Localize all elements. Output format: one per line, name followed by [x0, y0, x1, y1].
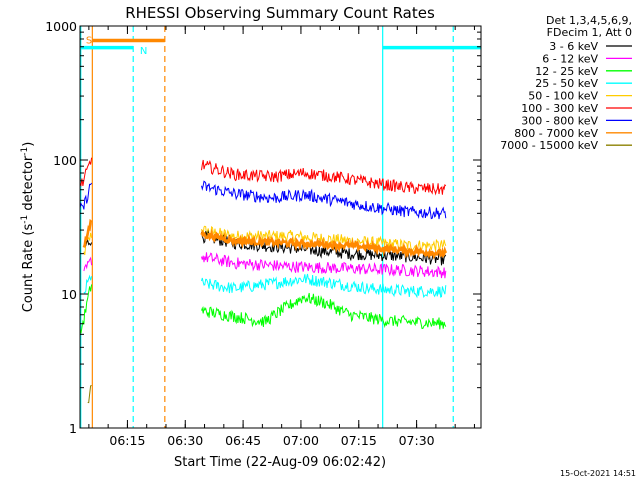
legend-entry-6-12-kev: 6 - 12 keV	[542, 52, 632, 65]
y-axis-label-main: Count Rate (s	[21, 224, 36, 313]
legend-entry-800-7000-kev: 800 - 7000 keV	[514, 127, 632, 140]
x-tick-label-4: 07:15	[341, 433, 377, 448]
series-25-50-kev	[83, 273, 447, 299]
chart-title: RHESSI Observing Summary Count Rates	[125, 4, 435, 22]
legend-entry-12-25-kev: 12 - 25 keV	[535, 65, 632, 78]
x-axis-label: Start Time (22-Aug-09 06:02:42)	[174, 455, 386, 470]
legend-entry-300-800-kev-label: 300 - 800 keV	[521, 114, 598, 127]
legend-entry-100-300-kev-label: 100 - 300 keV	[521, 102, 598, 115]
series-25-50-kev-segment-2	[201, 273, 447, 299]
legend-entry-100-300-kev: 100 - 300 keV	[521, 102, 632, 115]
series-100-300-kev	[80, 157, 447, 196]
series-12-25-kev-segment-2	[201, 292, 447, 330]
series-25-50-kev-segment-1	[83, 274, 93, 294]
y-axis-label-sup2: -1	[20, 147, 30, 156]
legend-entry-50-100-kev-label: 50 - 100 keV	[528, 90, 598, 103]
legend-entry-50-100-kev: 50 - 100 keV	[528, 90, 632, 103]
series-7000-15000-kev	[87, 385, 92, 404]
series-300-800-kev-segment-1	[80, 182, 93, 210]
x-tick-label-0: 06:15	[109, 433, 145, 448]
series-800-7000-kev-segment-2	[200, 228, 448, 260]
x-tick-label-2: 06:45	[225, 433, 261, 448]
legend-entry-25-50-kev-label: 25 - 50 keV	[535, 77, 598, 90]
series-800-7000-kev-segment-1	[82, 218, 93, 248]
flag-letter-n: N	[140, 46, 147, 57]
legend-header-line-1: Det 1,3,4,5,6,9,	[546, 14, 632, 27]
y-axis-label-sup1: -1	[20, 215, 30, 224]
series-100-300-kev-segment-1	[80, 157, 93, 187]
series-300-800-kev-segment-2	[201, 180, 447, 220]
plot-area: SN	[80, 26, 481, 428]
legend-entry-800-7000-kev-label: 800 - 7000 keV	[514, 127, 598, 140]
legend-entry-25-50-kev: 25 - 50 keV	[535, 77, 632, 90]
legend-header-line-2: FDecim 1, Att 0	[547, 26, 632, 39]
x-tick-label-5: 07:30	[399, 433, 435, 448]
legend-entry-12-25-kev-label: 12 - 25 keV	[535, 65, 598, 78]
footer-timestamp: 15-Oct-2021 14:51	[560, 469, 636, 478]
series-300-800-kev	[80, 180, 447, 220]
y-tick-label-1: 10	[61, 287, 77, 302]
series-7000-15000-kev-segment-1	[87, 385, 92, 404]
x-tick-label-3: 07:00	[283, 433, 319, 448]
legend-entry-7000-15000-kev-label: 7000 - 15000 keV	[500, 139, 598, 152]
y-axis-label-mid: detector	[21, 155, 36, 215]
legend-entry-6-12-kev-label: 6 - 12 keV	[542, 52, 598, 65]
y-axis-label-end: )	[21, 142, 36, 147]
y-tick-label-2: 100	[53, 153, 77, 168]
series-100-300-kev-segment-2	[201, 159, 447, 196]
flag-letter-s: S	[86, 36, 92, 47]
series-800-7000-kev	[82, 218, 448, 260]
series-50-100-kev-segment-2	[201, 225, 447, 253]
legend-entry-7000-15000-kev: 7000 - 15000 keV	[500, 139, 632, 152]
series-12-25-kev	[80, 284, 447, 334]
axis-ticks: 06:15 06:30 06:45 07:00 07:15 07:30 1 10 100 1000	[45, 19, 481, 448]
legend: Det 1,3,4,5,6,9, FDecim 1, Att 0 3 - 6 k…	[500, 14, 632, 152]
legend-entry-3-6-kev-label: 3 - 6 keV	[549, 40, 598, 53]
series-6-12-kev-segment-2	[201, 252, 447, 279]
y-tick-label-3: 1000	[45, 19, 77, 34]
series-6-12-kev-segment-1	[83, 256, 93, 272]
y-tick-label-0: 1	[69, 421, 77, 436]
series-12-25-kev-segment-1	[80, 284, 93, 334]
legend-entry-3-6-kev: 3 - 6 keV	[549, 40, 632, 53]
x-tick-label-1: 06:30	[167, 433, 203, 448]
legend-entry-300-800-kev: 300 - 800 keV	[521, 114, 632, 127]
y-axis-label: Count Rate (s-1 detector-1)	[20, 142, 36, 313]
series-6-12-kev	[83, 252, 447, 279]
plot-frame	[79, 25, 482, 429]
